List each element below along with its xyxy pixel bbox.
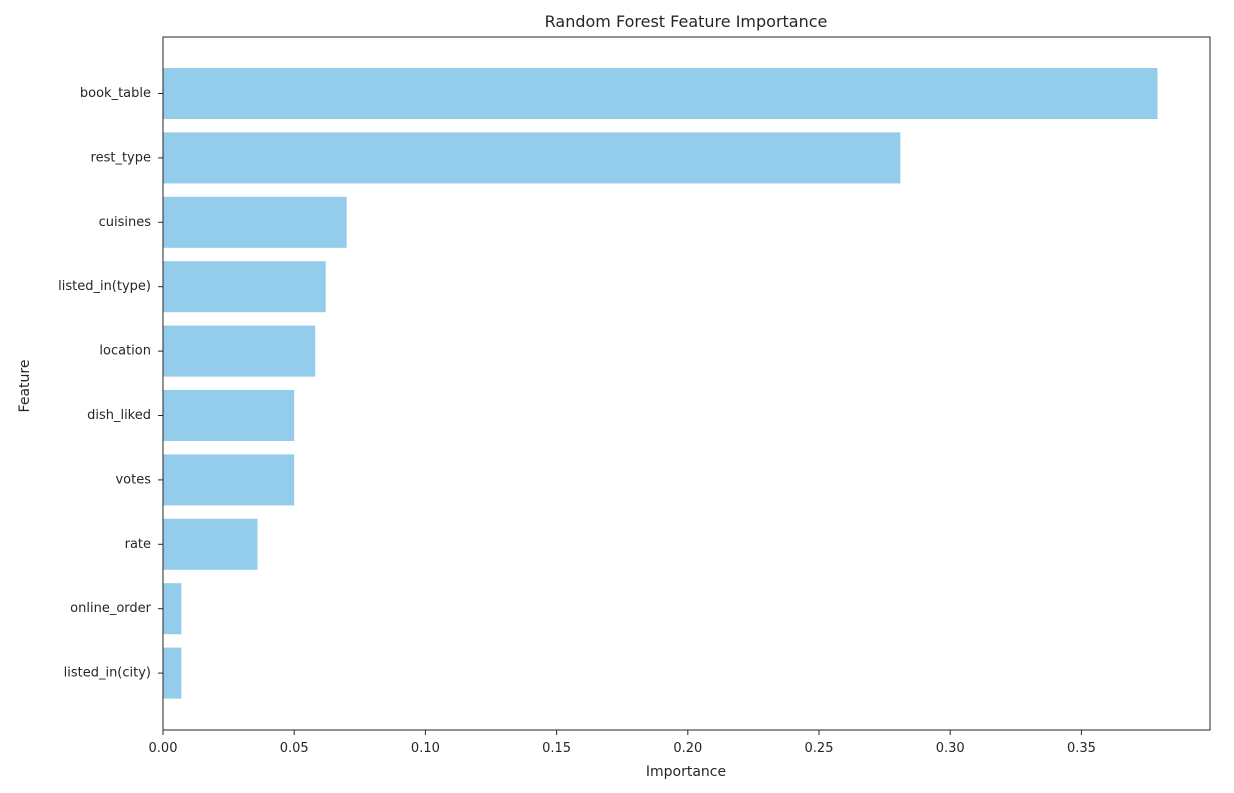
x-tick-label: 0.35	[1067, 741, 1096, 756]
y-tick-label: book_table	[80, 86, 151, 101]
chart-title: Random Forest Feature Importance	[545, 12, 828, 31]
x-tick-label: 0.10	[411, 741, 440, 756]
bar-location	[163, 325, 316, 377]
x-tick-label: 0.30	[936, 741, 965, 756]
bars-group	[163, 68, 1158, 699]
y-tick-label: cuisines	[99, 215, 152, 230]
y-tick-label: rest_type	[91, 150, 151, 165]
x-axis-ticks: 0.00 0.05 0.10 0.15 0.20 0.25 0.30 0.35	[149, 730, 1096, 756]
bar-cuisines	[163, 196, 347, 248]
y-tick-label: rate	[125, 537, 151, 552]
x-tick-label: 0.20	[673, 741, 702, 756]
bar-rest_type	[163, 132, 901, 184]
x-tick-label: 0.00	[149, 741, 178, 756]
bar-online_order	[163, 583, 182, 635]
x-tick-label: 0.15	[542, 741, 571, 756]
bar-votes	[163, 454, 295, 506]
y-tick-label: listed_in(city)	[64, 666, 151, 681]
y-tick-label: dish_liked	[87, 408, 151, 423]
bar-rate	[163, 518, 258, 570]
x-tick-label: 0.05	[280, 741, 309, 756]
y-tick-label: votes	[115, 472, 151, 487]
plot-frame	[162, 36, 1211, 731]
x-tick-label: 0.25	[805, 741, 834, 756]
y-axis-ticks: book_table rest_type cuisines listed_in(typ…	[58, 86, 163, 681]
bar-listed_in(city)	[163, 647, 182, 699]
y-axis-label: Feature	[17, 360, 33, 413]
x-axis-label: Importance	[646, 764, 726, 780]
y-tick-label: location	[99, 344, 151, 359]
bar-listed_in(type)	[163, 261, 326, 313]
y-tick-label: listed_in(type)	[58, 279, 151, 294]
y-tick-label: online_order	[70, 601, 151, 616]
bar-dish_liked	[163, 390, 295, 441]
bar-book_table	[163, 68, 1158, 119]
